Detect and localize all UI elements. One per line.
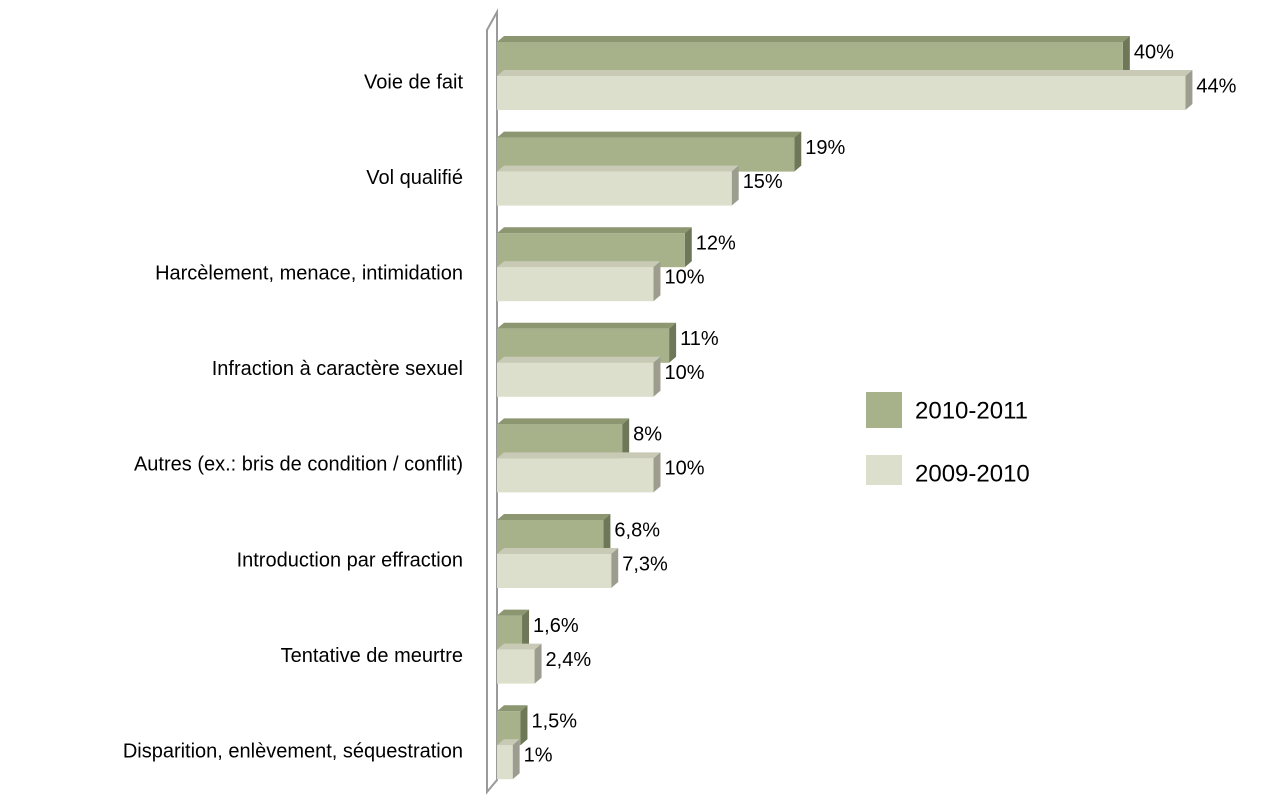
value-label: 15% xyxy=(743,171,783,193)
bar-side xyxy=(1122,36,1130,76)
value-label: 1,6% xyxy=(533,615,579,637)
bar-side xyxy=(534,643,542,684)
bar-side xyxy=(603,514,611,554)
bar-top xyxy=(497,705,528,712)
bar-side xyxy=(653,356,661,397)
bar-top xyxy=(497,227,692,234)
legend-swatch xyxy=(866,455,902,485)
category-label: Autres (ex.: bris de condition / conflit… xyxy=(134,454,463,476)
bar-top xyxy=(497,739,520,746)
bar xyxy=(497,171,732,206)
category-label: Voie de fait xyxy=(364,71,463,93)
value-label: 2,4% xyxy=(546,649,592,671)
bar-side xyxy=(684,227,692,268)
value-label: 8% xyxy=(633,424,662,446)
bar xyxy=(497,76,1186,110)
value-label: 1,5% xyxy=(531,710,577,732)
value-label: 40% xyxy=(1134,41,1174,63)
legend-swatch xyxy=(866,392,902,428)
bar-side xyxy=(731,165,739,206)
bar-top xyxy=(497,131,802,138)
bar-side xyxy=(653,261,661,302)
category-label: Harcèlement, menace, intimidation xyxy=(155,262,463,284)
legend-label: 2009-2010 xyxy=(915,460,1030,487)
bar xyxy=(497,362,654,397)
bar-top xyxy=(497,548,619,554)
bar-top xyxy=(497,609,530,616)
bar xyxy=(497,458,654,493)
value-label: 19% xyxy=(805,137,845,159)
bar-side xyxy=(611,548,619,588)
bar-top xyxy=(497,356,661,363)
bar-side xyxy=(622,418,630,459)
bar xyxy=(497,554,612,588)
legend-label: 2010-2011 xyxy=(915,397,1028,424)
bar-top xyxy=(497,261,661,268)
bar-top xyxy=(497,322,677,329)
bar xyxy=(497,267,654,302)
bar-top xyxy=(497,514,611,520)
bar xyxy=(497,711,521,746)
bar-side xyxy=(522,609,530,650)
bar-top xyxy=(497,643,542,650)
bar xyxy=(497,649,535,684)
value-label: 12% xyxy=(696,232,736,254)
value-label: 6,8% xyxy=(614,519,660,541)
bar-side xyxy=(512,739,520,780)
bar-side xyxy=(520,705,528,746)
category-label: Disparition, enlèvement, séquestration xyxy=(123,740,463,762)
value-label: 44% xyxy=(1196,75,1236,97)
value-label: 10% xyxy=(664,362,704,384)
bar xyxy=(497,745,513,780)
axis-wall xyxy=(486,8,498,795)
category-label: Introduction par effraction xyxy=(237,549,463,571)
category-label: Tentative de meurtre xyxy=(281,645,463,667)
bar-top xyxy=(497,418,630,425)
bar-side xyxy=(669,322,677,363)
bar-top xyxy=(497,70,1193,76)
category-label: Vol qualifié xyxy=(366,167,463,189)
legend: 2010-2011 2009-2010 xyxy=(866,392,1030,487)
value-label: 10% xyxy=(664,458,704,480)
value-label: 11% xyxy=(680,328,719,350)
bar-side xyxy=(1185,70,1193,110)
bar-top xyxy=(497,36,1130,42)
bar-top xyxy=(497,165,739,172)
bar-top xyxy=(497,452,661,459)
bar-side xyxy=(794,131,802,172)
value-label: 7,3% xyxy=(622,553,668,575)
value-label: 10% xyxy=(664,266,704,288)
value-label: 1% xyxy=(524,744,553,766)
category-label: Infraction à caractère sexuel xyxy=(212,358,463,380)
bar-side xyxy=(653,452,661,493)
